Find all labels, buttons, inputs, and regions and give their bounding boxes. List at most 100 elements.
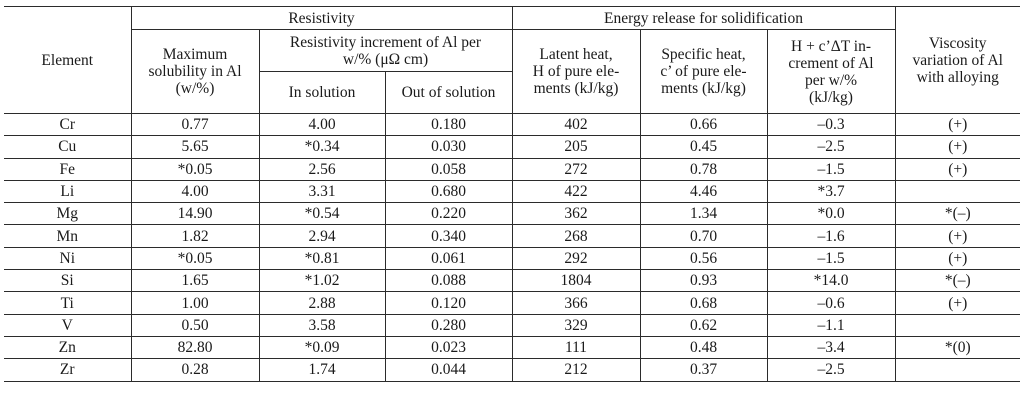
cell-element: Ni (4, 246, 132, 271)
cell-max-solubility: 1.82 (130, 224, 260, 248)
cell-resistivity-in-solution: *1.02 (258, 269, 386, 293)
cell-latent-heat: 111 (511, 335, 641, 360)
cell-latent-heat: 205 (511, 135, 641, 159)
cell-viscosity: (+) (894, 246, 1020, 271)
cell-h-increment: –1.6 (766, 224, 896, 248)
cell-h-increment: –3.4 (766, 335, 896, 360)
header-in-solution: In solution (258, 71, 386, 114)
cell-resistivity-in-solution: 2.88 (258, 291, 386, 315)
table-row: Cr 0.77 4.00 0.180 402 0.66 –0.3 (+) (4, 112, 1020, 137)
cell-viscosity: *(–) (894, 269, 1020, 293)
cell-h-increment: –2.5 (766, 135, 896, 159)
cell-latent-heat: 268 (511, 224, 641, 248)
cell-resistivity-in-solution: *0.09 (258, 335, 386, 360)
cell-element: Zr (4, 358, 132, 382)
cell-resistivity-in-solution: *0.34 (258, 135, 386, 159)
header-out-of-solution: Out of solution (384, 71, 513, 114)
cell-specific-heat: 0.37 (639, 358, 768, 382)
table-body: Cr 0.77 4.00 0.180 402 0.66 –0.3 (+) Cu 5.65 *0.34… (4, 112, 1020, 382)
cell-resistivity-in-solution: 2.94 (258, 224, 386, 248)
cell-resistivity-out-of-solution: 0.023 (384, 335, 513, 360)
cell-specific-heat: 0.56 (639, 246, 768, 271)
cell-h-increment: –2.5 (766, 358, 896, 382)
cell-resistivity-out-of-solution: 0.680 (384, 179, 513, 204)
cell-latent-heat: 422 (511, 179, 641, 204)
cell-specific-heat: 0.62 (639, 313, 768, 337)
header-viscosity: Viscosity variation of Al with alloying (894, 6, 1020, 114)
cell-max-solubility: 0.77 (130, 112, 260, 137)
table-row: Cu 5.65 *0.34 0.030 205 0.45 –2.5 (+) (4, 135, 1020, 159)
table-row: Mg 14.90 *0.54 0.220 362 1.34 *0.0 *(–) (4, 202, 1020, 226)
cell-resistivity-out-of-solution: 0.044 (384, 358, 513, 382)
cell-resistivity-out-of-solution: 0.058 (384, 157, 513, 181)
cell-viscosity: *(–) (894, 202, 1020, 226)
cell-max-solubility: 1.00 (130, 291, 260, 315)
header-energy-group: Energy release for solidification (511, 6, 896, 30)
cell-resistivity-in-solution: 3.31 (258, 179, 386, 204)
cell-h-increment: *0.0 (766, 202, 896, 226)
table-wrapper: Element Resistivity Energy release for s… (4, 6, 1020, 382)
table-row: Ni *0.05 *0.81 0.061 292 0.56 –1.5 (+) (4, 246, 1020, 271)
cell-viscosity: (+) (894, 135, 1020, 159)
cell-specific-heat: 0.70 (639, 224, 768, 248)
cell-viscosity: (+) (894, 112, 1020, 137)
cell-resistivity-in-solution: 2.56 (258, 157, 386, 181)
table-row: Zn 82.80 *0.09 0.023 111 0.48 –3.4 *(0) (4, 335, 1020, 360)
cell-viscosity (894, 179, 1020, 204)
cell-specific-heat: 0.48 (639, 335, 768, 360)
cell-h-increment: –1.5 (766, 246, 896, 271)
cell-max-solubility: 4.00 (130, 179, 260, 204)
cell-latent-heat: 212 (511, 358, 641, 382)
cell-resistivity-in-solution: 3.58 (258, 313, 386, 337)
header-h-increment: H + c’ΔT in- crement of Al per w/% (kJ/k… (766, 29, 896, 114)
cell-max-solubility: 1.65 (130, 269, 260, 293)
cell-element: Fe (4, 157, 132, 181)
cell-latent-heat: 402 (511, 112, 641, 137)
cell-resistivity-out-of-solution: 0.061 (384, 246, 513, 271)
cell-latent-heat: 329 (511, 313, 641, 337)
cell-h-increment: –0.6 (766, 291, 896, 315)
cell-resistivity-out-of-solution: 0.340 (384, 224, 513, 248)
cell-h-increment: –0.3 (766, 112, 896, 137)
table-row: V 0.50 3.58 0.280 329 0.62 –1.1 (4, 313, 1020, 337)
cell-element: Mg (4, 202, 132, 226)
header-latent-heat: Latent heat, H of pure ele- ments (kJ/kg… (511, 29, 641, 114)
cell-resistivity-in-solution: 4.00 (258, 112, 386, 137)
cell-resistivity-out-of-solution: 0.220 (384, 202, 513, 226)
cell-resistivity-in-solution: *0.54 (258, 202, 386, 226)
cell-resistivity-out-of-solution: 0.180 (384, 112, 513, 137)
cell-max-solubility: 5.65 (130, 135, 260, 159)
cell-max-solubility: 0.50 (130, 313, 260, 337)
header-specific-heat: Specific heat, c’ of pure ele- ments (kJ… (639, 29, 768, 114)
cell-viscosity: (+) (894, 224, 1020, 248)
header-resistivity-increment: Resistivity increment of Al per w/% (μΩ … (258, 29, 513, 72)
cell-element: V (4, 313, 132, 337)
alloying-elements-table: Element Resistivity Energy release for s… (4, 6, 1020, 382)
header-resistivity-group: Resistivity (130, 6, 513, 30)
cell-h-increment: –1.1 (766, 313, 896, 337)
cell-latent-heat: 362 (511, 202, 641, 226)
table-row: Zr 0.28 1.74 0.044 212 0.37 –2.5 (4, 358, 1020, 382)
cell-specific-heat: 0.78 (639, 157, 768, 181)
cell-specific-heat: 4.46 (639, 179, 768, 204)
cell-element: Cr (4, 112, 132, 137)
cell-viscosity (894, 358, 1020, 382)
cell-specific-heat: 0.93 (639, 269, 768, 293)
cell-element: Zn (4, 335, 132, 360)
cell-element: Mn (4, 224, 132, 248)
table-row: Li 4.00 3.31 0.680 422 4.46 *3.7 (4, 179, 1020, 204)
header-max-solubility: Maximum solubility in Al (w/%) (130, 29, 260, 114)
cell-viscosity: *(0) (894, 335, 1020, 360)
header-element: Element (4, 6, 132, 114)
cell-element: Cu (4, 135, 132, 159)
cell-latent-heat: 272 (511, 157, 641, 181)
table-row: Mn 1.82 2.94 0.340 268 0.70 –1.6 (+) (4, 224, 1020, 248)
cell-viscosity (894, 313, 1020, 337)
cell-max-solubility: 14.90 (130, 202, 260, 226)
cell-specific-heat: 1.34 (639, 202, 768, 226)
table-row: Fe *0.05 2.56 0.058 272 0.78 –1.5 (+) (4, 157, 1020, 181)
cell-max-solubility: *0.05 (130, 246, 260, 271)
cell-latent-heat: 292 (511, 246, 641, 271)
cell-specific-heat: 0.68 (639, 291, 768, 315)
table-row: Ti 1.00 2.88 0.120 366 0.68 –0.6 (+) (4, 291, 1020, 315)
